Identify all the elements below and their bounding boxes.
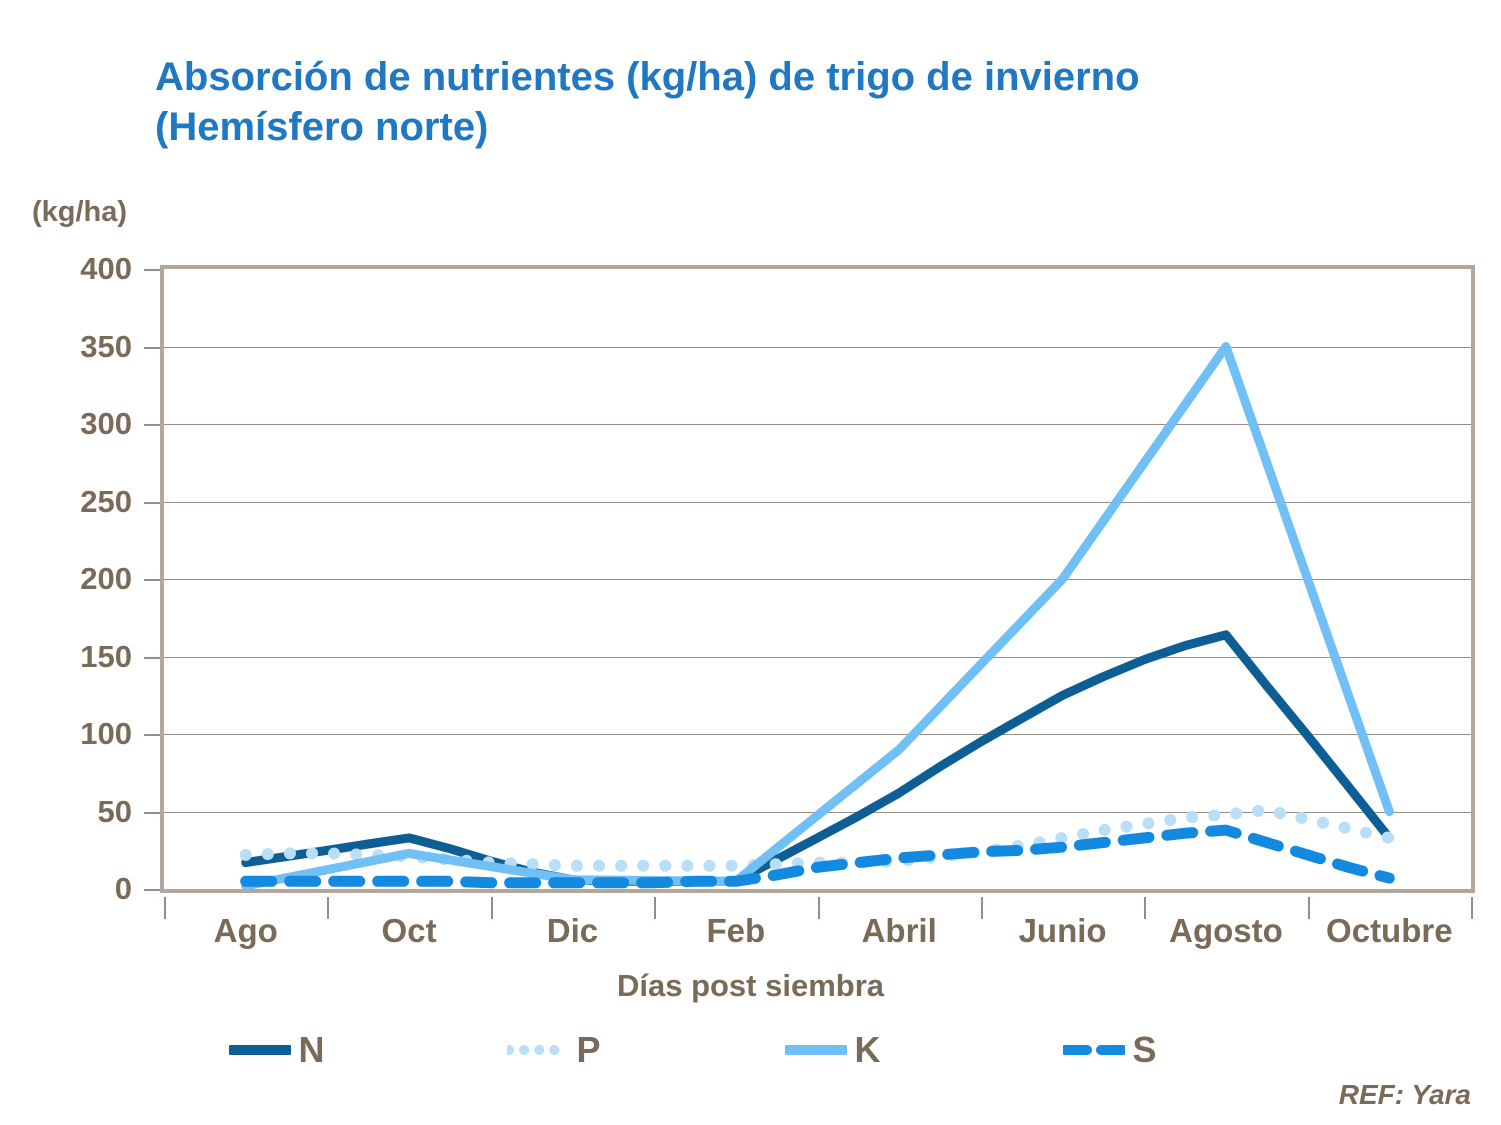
y-axis-tick-label: 200	[80, 561, 132, 596]
gridline	[164, 424, 1471, 425]
x-axis-tick-label: Ago	[213, 912, 278, 949]
y-axis-tick-mark	[144, 811, 160, 814]
x-axis-tick-mark	[1471, 897, 1473, 919]
y-axis-tick-mark	[144, 579, 160, 581]
x-axis-tick-label: Agosto	[1169, 912, 1283, 949]
legend-item-N[interactable]: N	[195, 1032, 473, 1068]
y-axis-tick-label: 250	[80, 483, 132, 519]
x-axis-tick-label: Feb	[706, 912, 766, 949]
series-line-N	[246, 635, 1390, 882]
y-axis-unit-label: (kg/ha)	[32, 196, 128, 228]
x-axis-tick-label: Junio	[1018, 912, 1107, 949]
y-axis-tick-mark	[144, 734, 160, 736]
y-axis-tick-label: 400	[80, 251, 132, 286]
x-axis-tick-mark	[817, 897, 820, 919]
dashed-line-swatch	[1062, 1045, 1125, 1055]
dotted-line-swatch	[506, 1045, 569, 1055]
x-axis-tick-mark	[980, 897, 983, 919]
y-axis-tick-mark	[144, 269, 160, 271]
x-axis-tick-mark	[1144, 897, 1147, 919]
x-axis-title: Días post siembra	[616, 968, 885, 1003]
gridline	[164, 346, 1471, 348]
plot-area	[160, 265, 1475, 893]
y-axis-tick-mark	[144, 346, 160, 349]
solid-line-swatch	[228, 1045, 291, 1055]
x-axis-tick-mark	[490, 897, 493, 919]
gridline	[164, 889, 1471, 890]
y-axis-tick-label: 0	[114, 871, 132, 906]
x-axis-tick-mark	[164, 897, 166, 919]
legend-item-S[interactable]: S	[1029, 1032, 1307, 1068]
y-axis-tick-label: 350	[80, 328, 132, 364]
x-axis-tick-label: Dic	[546, 912, 599, 949]
x-axis-tick-label: Oct	[381, 912, 437, 949]
legend-label: P	[576, 1029, 601, 1070]
gridline	[164, 501, 1471, 503]
chart-title: Absorción de nutrientes (kg/ha) de trigo…	[155, 52, 1435, 152]
x-axis-tick-label: Octubre	[1326, 912, 1453, 949]
x-axis-tick-label: Abril	[861, 912, 937, 949]
gridline	[164, 734, 1471, 735]
legend-label: S	[1132, 1029, 1157, 1070]
y-axis-tick-label: 50	[97, 793, 132, 829]
chart-title-line-1: Absorción de nutrientes (kg/ha) de trigo…	[155, 55, 1140, 99]
chart-title-line-2: (Hemísfero norte)	[155, 105, 489, 149]
y-axis-tick-label: 100	[80, 716, 132, 751]
series-line-K	[246, 347, 1390, 886]
reference-note: REF: Yara	[1338, 1079, 1471, 1110]
solid-line-swatch	[784, 1045, 847, 1055]
gridline	[164, 656, 1471, 658]
y-axis-tick-label: 300	[80, 406, 132, 441]
data-series-layer	[164, 269, 1471, 889]
series-line-S	[246, 830, 1390, 883]
y-axis-tick-mark	[144, 501, 160, 504]
gridline	[164, 579, 1471, 580]
x-axis-tick-mark	[1307, 897, 1310, 919]
y-axis-tick-mark	[144, 889, 160, 891]
legend-item-P[interactable]: P	[473, 1032, 751, 1068]
legend-item-K[interactable]: K	[751, 1032, 1029, 1068]
x-axis-tick-mark	[654, 897, 657, 919]
legend-label: N	[298, 1029, 325, 1070]
y-axis-tick-mark	[144, 656, 160, 659]
x-axis-tick-mark	[327, 897, 330, 919]
legend-label: K	[854, 1029, 881, 1070]
y-axis-tick-mark	[144, 424, 160, 426]
y-axis-tick-label: 150	[80, 638, 132, 674]
